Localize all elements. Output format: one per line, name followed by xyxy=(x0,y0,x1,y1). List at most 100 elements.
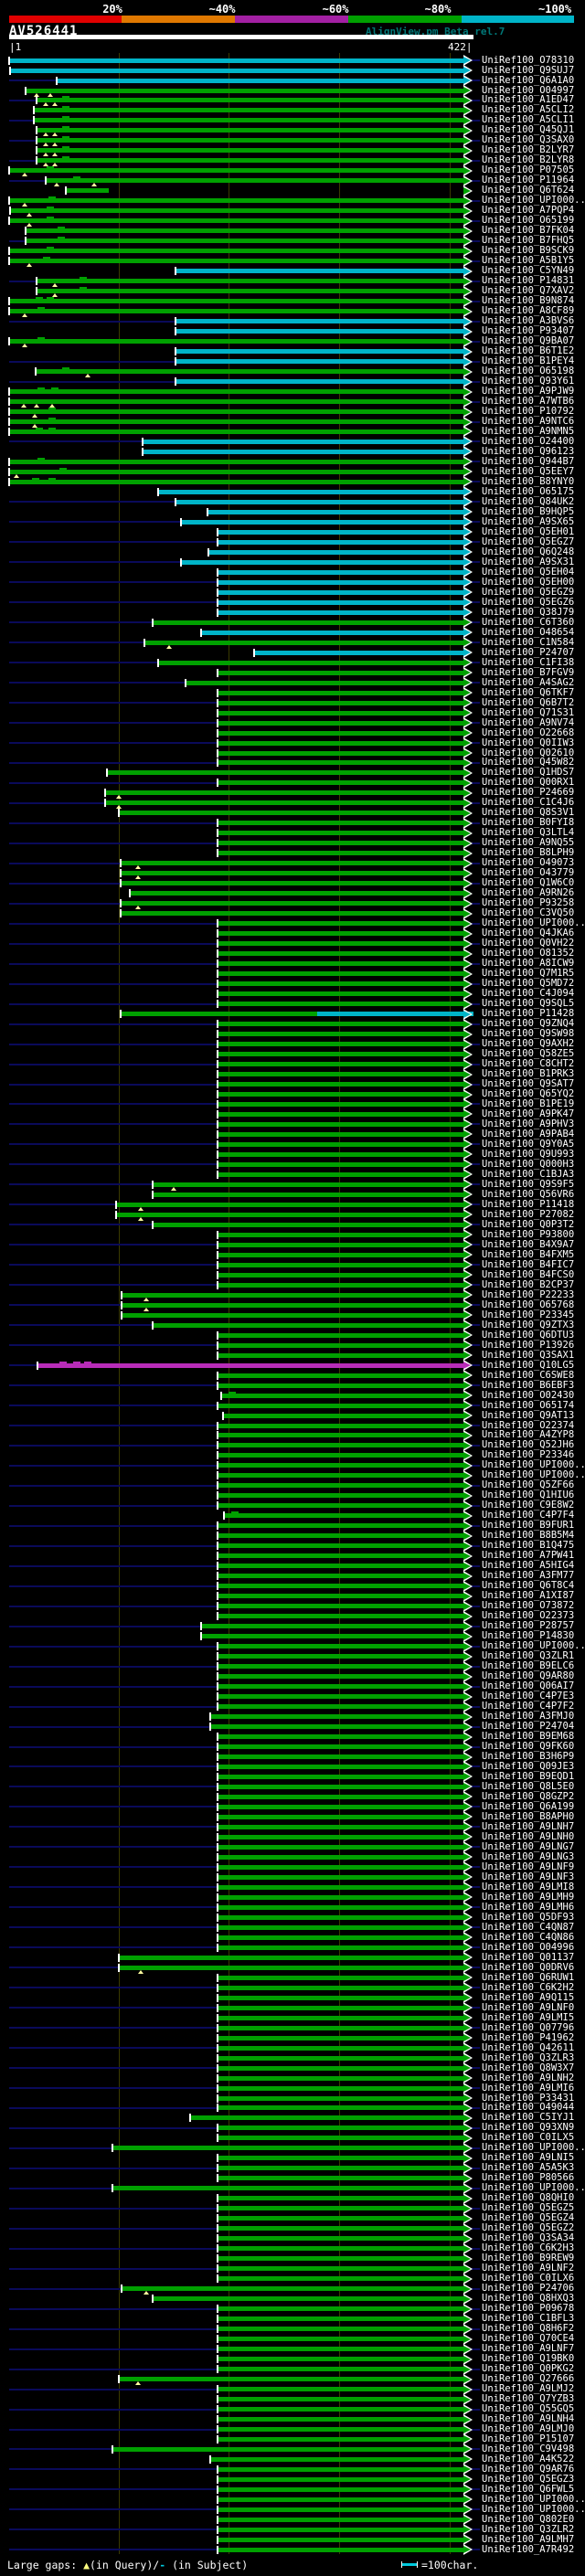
alignment-bar[interactable] xyxy=(152,2296,464,2302)
alignment-bar[interactable] xyxy=(218,2517,464,2522)
alignment-bar[interactable] xyxy=(218,2347,464,2352)
hit-label[interactable]: UniRef100_C0ILX5 xyxy=(482,2132,575,2144)
alignment-bar[interactable] xyxy=(143,439,464,444)
alignment-bar[interactable] xyxy=(176,319,464,324)
alignment-bar[interactable] xyxy=(218,1062,464,1066)
alignment-bar[interactable] xyxy=(218,1463,464,1468)
hit-label[interactable]: UniRef100_Q9AR76 xyxy=(482,2463,575,2475)
alignment-bar[interactable] xyxy=(122,2286,464,2292)
alignment-bar[interactable] xyxy=(218,579,464,585)
hit-label[interactable]: UniRef100_Q5EGZ3 xyxy=(482,2473,575,2485)
alignment-bar[interactable] xyxy=(9,58,464,63)
alignment-bar[interactable] xyxy=(152,1222,464,1227)
alignment-bar[interactable] xyxy=(209,2456,464,2462)
alignment-bar[interactable] xyxy=(152,1192,464,1197)
alignment-bar[interactable] xyxy=(218,1684,464,1690)
alignment-bar[interactable] xyxy=(26,239,464,244)
hit-label[interactable]: UniRef100_B8LPH9 xyxy=(482,847,575,859)
alignment-bar[interactable] xyxy=(218,1904,464,1910)
alignment-bar[interactable] xyxy=(218,1604,464,1609)
hit-label[interactable]: UniRef100_Q5EH01 xyxy=(482,525,575,537)
hit-label[interactable]: UniRef100_A9LNG7 xyxy=(482,1840,575,1852)
alignment-bar[interactable] xyxy=(218,1272,464,1277)
hit-label[interactable]: UniRef100_O65175 xyxy=(482,485,575,497)
alignment-bar[interactable] xyxy=(26,228,464,234)
alignment-bar[interactable] xyxy=(218,2357,464,2362)
hit-label[interactable]: UniRef100_Q56VR6 xyxy=(482,1188,575,1200)
hit-label[interactable]: UniRef100_UPI000.. xyxy=(482,1640,585,1652)
hit-label[interactable]: UniRef100_P09678 xyxy=(482,2303,575,2315)
alignment-bar[interactable] xyxy=(218,1032,464,1036)
alignment-bar[interactable] xyxy=(218,2417,464,2422)
alignment-bar[interactable] xyxy=(33,108,464,113)
hit-label[interactable]: UniRef100_A5CLI2 xyxy=(482,104,575,116)
hit-label[interactable]: UniRef100_Q45W82 xyxy=(482,757,575,769)
alignment-bar[interactable] xyxy=(220,1393,464,1398)
alignment-bar[interactable] xyxy=(218,2407,464,2412)
alignment-bar[interactable] xyxy=(218,2476,464,2482)
alignment-bar[interactable] xyxy=(143,449,464,454)
hit-label[interactable]: UniRef100_Q84UK2 xyxy=(482,495,575,507)
hit-label[interactable]: UniRef100_Q8H6F2 xyxy=(482,2323,575,2335)
hit-label[interactable]: UniRef100_Q5EH04 xyxy=(482,566,575,578)
hit-label[interactable]: UniRef100_B9REW9 xyxy=(482,2253,575,2264)
hit-label[interactable]: UniRef100_Q5EGZ9 xyxy=(482,586,575,598)
hit-label[interactable]: UniRef100_A9LNF0 xyxy=(482,2001,575,2013)
alignment-bar[interactable] xyxy=(218,2156,464,2161)
hit-label[interactable]: UniRef100_A7PW41 xyxy=(482,1550,575,1562)
hit-label[interactable]: UniRef100_B1Q475 xyxy=(482,1540,575,1552)
alignment-bar[interactable] xyxy=(316,1012,473,1017)
alignment-bar[interactable] xyxy=(218,2397,464,2401)
hit-label[interactable]: UniRef100_Q93Y61 xyxy=(482,376,575,387)
hit-label[interactable]: UniRef100_C0ILX6 xyxy=(482,2273,575,2284)
alignment-bar[interactable] xyxy=(9,339,464,345)
hit-label[interactable]: UniRef100_P14831 xyxy=(482,275,575,287)
hit-label[interactable]: UniRef100_C5IYJ1 xyxy=(482,2112,575,2124)
hit-label[interactable]: UniRef100_Q96123 xyxy=(482,445,575,457)
alignment-bar[interactable] xyxy=(218,1473,464,1479)
hit-label[interactable]: UniRef100_Q0PKG2 xyxy=(482,2363,575,2374)
hit-label[interactable]: UniRef100_P14830 xyxy=(482,1630,575,1642)
hit-label[interactable]: UniRef100_Q1HDS7 xyxy=(482,767,575,779)
hit-label[interactable]: UniRef100_A9PAB4 xyxy=(482,1128,575,1140)
hit-label[interactable]: UniRef100_C4QN86 xyxy=(482,1931,575,1943)
hit-label[interactable]: UniRef100_A9NMN5 xyxy=(482,425,575,437)
hit-label[interactable]: UniRef100_Q52JH6 xyxy=(482,1439,575,1451)
hit-label[interactable]: UniRef100_B8YNY0 xyxy=(482,475,575,487)
hit-label[interactable]: UniRef100_Q3SA34 xyxy=(482,2232,575,2244)
hit-label[interactable]: UniRef100_Q01137 xyxy=(482,1951,575,1963)
hit-label[interactable]: UniRef100_Q27666 xyxy=(482,2373,575,2384)
alignment-bar[interactable] xyxy=(37,1362,464,1368)
hit-label[interactable]: UniRef100_A9LMJ2 xyxy=(482,2383,575,2394)
alignment-bar[interactable] xyxy=(218,2035,464,2041)
alignment-bar[interactable] xyxy=(120,871,464,876)
alignment-bar[interactable] xyxy=(218,2527,464,2532)
alignment-bar[interactable] xyxy=(116,1212,464,1217)
hit-label[interactable]: UniRef100_B7FHQ5 xyxy=(482,235,575,247)
hit-label[interactable]: UniRef100_Q07796 xyxy=(482,2021,575,2033)
hit-label[interactable]: UniRef100_B9N874 xyxy=(482,295,575,307)
alignment-bar[interactable] xyxy=(218,1804,464,1809)
hit-label[interactable]: UniRef100_P24704 xyxy=(482,1721,575,1732)
alignment-bar[interactable] xyxy=(218,1894,464,1900)
alignment-bar[interactable] xyxy=(9,249,464,254)
alignment-bar[interactable] xyxy=(218,2327,464,2332)
hit-label[interactable]: UniRef100_P11428 xyxy=(482,1008,575,1020)
hit-label[interactable]: UniRef100_C6K2H2 xyxy=(482,1981,575,1993)
alignment-bar[interactable] xyxy=(201,1624,464,1629)
hit-label[interactable]: UniRef100_Q0DRV6 xyxy=(482,1961,575,1973)
alignment-bar[interactable] xyxy=(218,1483,464,1489)
alignment-bar[interactable] xyxy=(218,2276,464,2282)
hit-label[interactable]: UniRef100_P11964 xyxy=(482,175,575,186)
hit-label[interactable]: UniRef100_O78310 xyxy=(482,54,575,66)
alignment-bar[interactable] xyxy=(218,2216,464,2221)
alignment-bar[interactable] xyxy=(218,2075,464,2081)
alignment-bar[interactable] xyxy=(157,489,464,494)
hit-label[interactable]: UniRef100_P93800 xyxy=(482,1228,575,1240)
alignment-bar[interactable] xyxy=(218,1242,464,1247)
alignment-bar[interactable] xyxy=(218,780,464,786)
hit-label[interactable]: UniRef100_A1ED47 xyxy=(482,94,575,106)
alignment-bar[interactable] xyxy=(218,760,464,766)
hit-label[interactable]: UniRef100_Q5EGZ4 xyxy=(482,2212,575,2224)
hit-label[interactable]: UniRef100_P93258 xyxy=(482,897,575,909)
